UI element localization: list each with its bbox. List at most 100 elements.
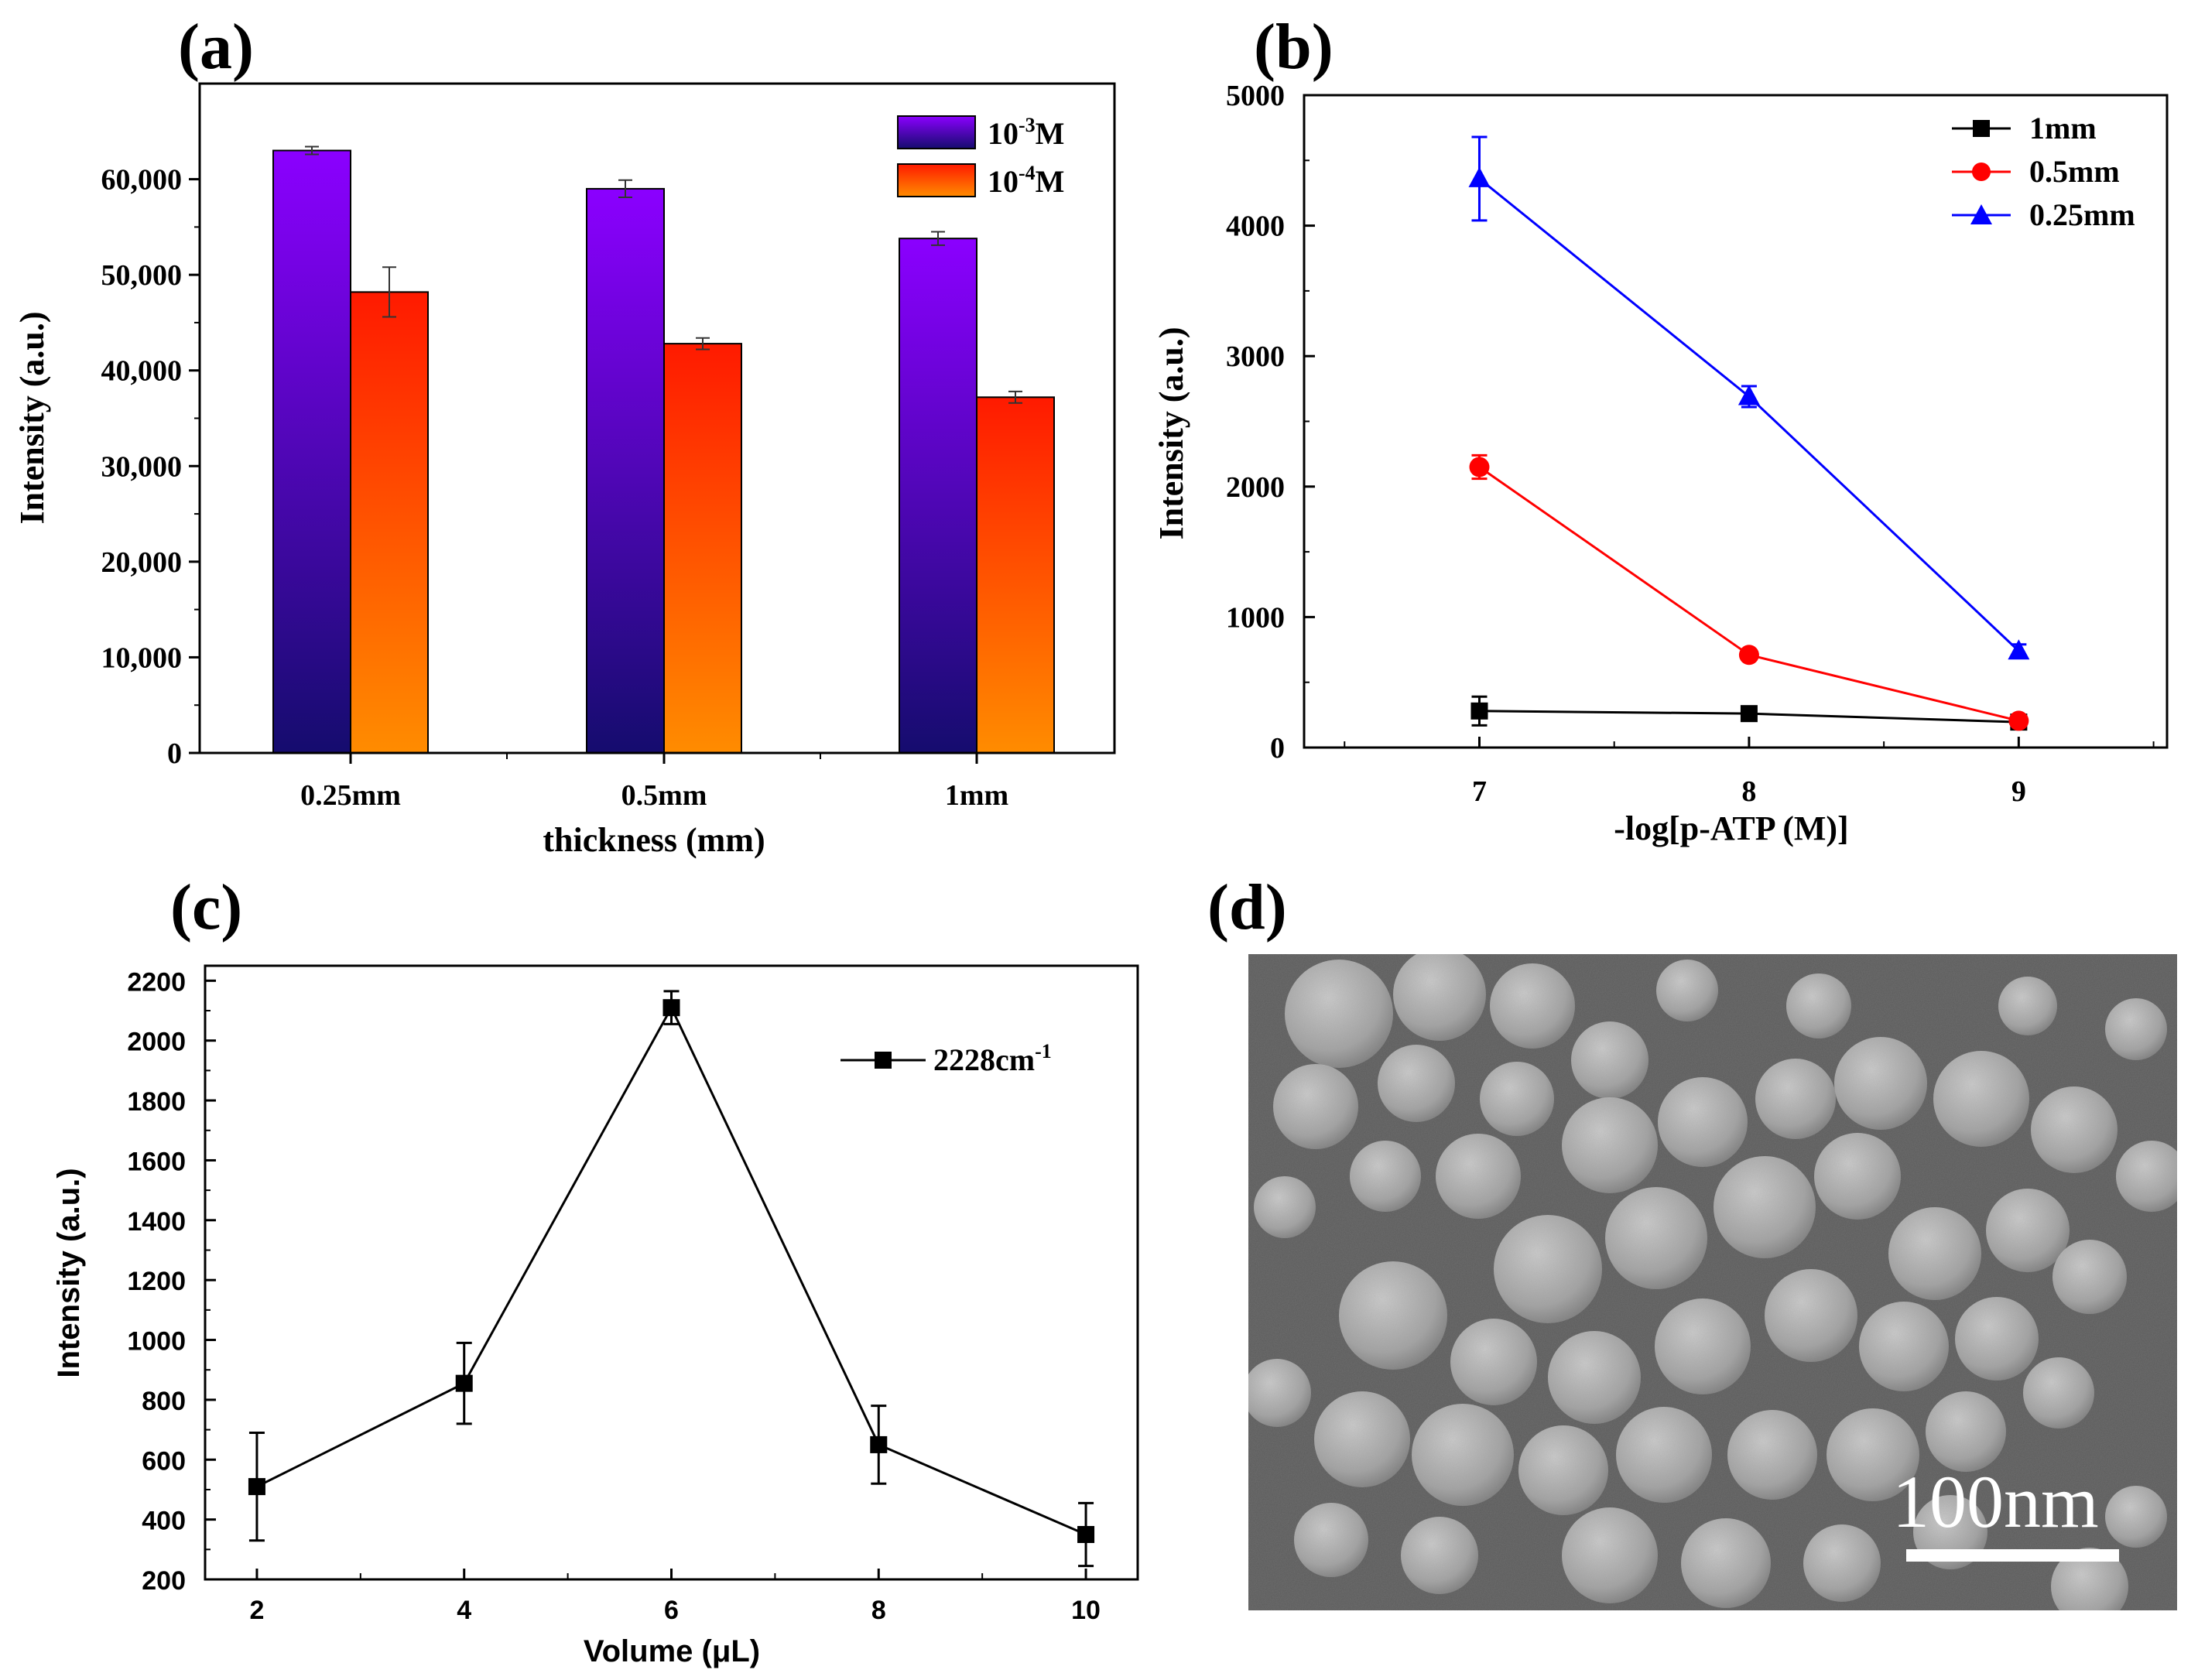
data-point-2228 <box>455 1374 473 1392</box>
data-point-1mm <box>1470 702 1488 720</box>
x-tick-label: 8 <box>871 1596 886 1625</box>
legend-marker-2228 <box>875 1052 892 1069</box>
panel-c: (c) 200 400 600 800 1000 1200 1400 1600 1800 2000… <box>52 871 1139 1668</box>
data-point-0-5mm <box>2008 710 2029 731</box>
panel-b-plot-frame <box>1303 94 2169 749</box>
data-point-0-25mm <box>1468 166 1491 187</box>
series-line-0-25mm <box>1478 177 2020 652</box>
y-tick-label: 50,000 <box>101 259 183 292</box>
panel-b: (b) 0 1000 2000 3000 4000 5000 7 8 9 -log[p-ATP… <box>1152 11 2169 847</box>
legend-marker-1mm <box>1973 120 1990 137</box>
y-tick-label: 800 <box>142 1387 186 1416</box>
data-point-1mm <box>1740 705 1758 723</box>
panel-c-y-ticks: 200 400 600 800 1000 1200 1400 1600 1800 2000 2200 <box>127 967 216 1596</box>
panel-c-legend: 2228cm-1 <box>841 1040 1052 1077</box>
y-tick-label: 5000 <box>1226 80 1285 112</box>
panel-d: (d) 100nm <box>1207 871 2177 1610</box>
panel-b-series <box>1468 135 2030 731</box>
bar-series-b-1mm <box>976 396 1055 754</box>
sem-image <box>1248 954 2177 1610</box>
panel-b-legend: 1mm 0.5mm 0.25mm <box>1952 111 2135 232</box>
scale-bar-label: 100nm <box>1892 1460 2099 1543</box>
panel-b-x-axis-title: -log[p-ATP (M)] <box>1614 809 1848 847</box>
legend-swatch-series-b <box>897 163 976 197</box>
y-tick-label: 1400 <box>127 1207 186 1237</box>
panel-a-y-ticks: 0 10,000 20,000 30,000 40,000 50,000 60,000 <box>101 164 200 770</box>
y-tick-label: 30,000 <box>101 450 183 483</box>
bar-series-b-0.25mm <box>350 291 429 754</box>
legend-label-series-b: 10-4M <box>988 162 1064 199</box>
panel-a: (a) 0 10,000 20,000 30,000 40,000 50,000 60,00… <box>13 11 1116 859</box>
y-tick-label: 200 <box>142 1566 186 1596</box>
panel-b-y-axis-title: Intensity (a.u.) <box>1152 327 1190 539</box>
panel-b-x-ticks: 7 8 9 <box>1344 737 2155 808</box>
panel-a-label: (a) <box>178 11 254 83</box>
y-tick-label: 0 <box>1270 732 1285 765</box>
y-tick-label: 1000 <box>127 1327 186 1357</box>
y-tick-label: 2000 <box>127 1028 186 1057</box>
bar-series-a-0.5mm <box>586 187 665 754</box>
y-tick-label: 1600 <box>127 1147 186 1176</box>
y-tick-label: 40,000 <box>101 355 183 388</box>
data-point-0-25mm <box>1738 385 1760 405</box>
data-point-2228 <box>662 999 680 1017</box>
y-tick-label: 60,000 <box>101 164 183 197</box>
x-tick-label: 0.25mm <box>300 779 401 812</box>
x-tick-label: 1mm <box>945 779 1008 812</box>
x-tick-label: 8 <box>1741 775 1756 808</box>
x-tick-label: 0.5mm <box>621 779 707 812</box>
y-tick-label: 1200 <box>127 1267 186 1296</box>
panel-c-y-axis-title: Intensity (a.u.) <box>52 1168 86 1377</box>
y-tick-label: 600 <box>142 1446 186 1476</box>
y-tick-label: 2000 <box>1226 471 1285 504</box>
y-tick-label: 10,000 <box>101 642 183 674</box>
legend-label-0-5mm: 0.5mm <box>2029 154 2120 189</box>
y-tick-label: 0 <box>167 737 182 770</box>
y-tick-label: 4000 <box>1226 210 1285 243</box>
series-line-0-5mm <box>1478 466 2019 722</box>
panel-b-label: (b) <box>1254 11 1334 83</box>
x-tick-label: 6 <box>664 1596 679 1625</box>
data-point-2228 <box>1077 1525 1095 1543</box>
y-tick-label: 1800 <box>127 1087 186 1117</box>
x-tick-label: 2 <box>249 1596 264 1625</box>
panel-a-bars <box>272 145 1055 754</box>
panel-c-series <box>248 990 1095 1568</box>
data-point-0-5mm <box>1738 645 1759 665</box>
x-tick-label: 10 <box>1071 1596 1101 1625</box>
legend-label-series-a: 10-3M <box>988 114 1064 151</box>
y-tick-label: 20,000 <box>101 546 183 579</box>
panel-b-y-ticks: 0 1000 2000 3000 4000 5000 <box>1226 80 1315 765</box>
bar-series-b-0.5mm <box>663 343 742 754</box>
scale-bar <box>1906 1549 2119 1562</box>
x-tick-label: 4 <box>457 1596 471 1625</box>
x-tick-label: 9 <box>2011 775 2026 808</box>
y-tick-label: 400 <box>142 1507 186 1536</box>
legend-label-0-25mm: 0.25mm <box>2029 197 2135 232</box>
bar-series-a-0.25mm <box>272 149 351 754</box>
data-point-2228 <box>870 1435 888 1453</box>
legend-label-1mm: 1mm <box>2029 111 2097 145</box>
y-tick-label: 3000 <box>1226 340 1285 373</box>
sem-noise-overlay <box>1248 954 2177 1610</box>
panel-a-y-axis-title: Intensity (a.u.) <box>13 311 51 524</box>
y-tick-label: 2200 <box>127 967 186 997</box>
series-line-2228 <box>256 1004 1087 1536</box>
legend-marker-0-25mm <box>1970 204 1992 224</box>
data-point-2228 <box>248 1478 265 1496</box>
bar-series-a-1mm <box>899 238 977 754</box>
data-point-0-5mm <box>1469 457 1490 477</box>
legend-marker-0-5mm <box>1972 163 1991 181</box>
panel-a-x-axis-title: thickness (mm) <box>543 821 765 859</box>
data-point-0-25mm <box>2008 639 2030 660</box>
panel-c-label: (c) <box>170 871 242 943</box>
panel-a-legend: 10-3M 10-4M <box>897 114 1064 199</box>
panel-c-x-ticks: 2 4 6 8 10 <box>249 1569 1101 1625</box>
panel-a-x-ticks: 0.25mm 0.5mm 1mm <box>300 753 1008 812</box>
y-tick-label: 1000 <box>1226 601 1285 634</box>
x-tick-label: 7 <box>1472 775 1487 808</box>
panel-c-x-axis-title: Volume (μL) <box>584 1634 760 1668</box>
legend-swatch-series-a <box>897 115 976 149</box>
legend-label-2228: 2228cm-1 <box>933 1040 1052 1077</box>
